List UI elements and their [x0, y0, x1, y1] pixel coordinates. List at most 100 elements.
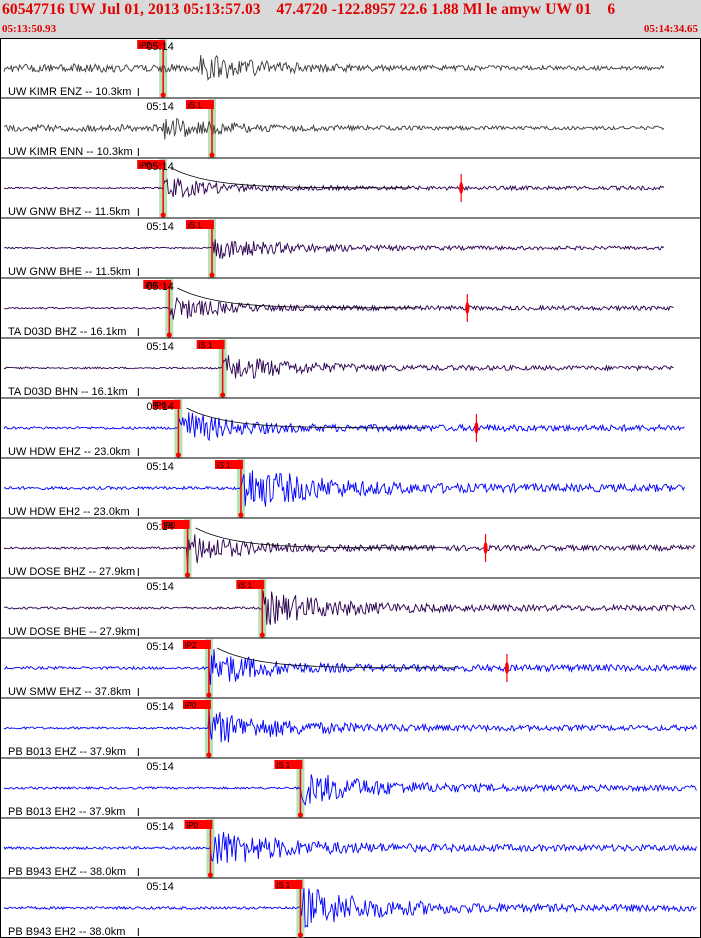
pick-dot: [185, 572, 191, 578]
channel-label: UW SMW EHZ -- 37.8km: [8, 686, 131, 698]
pick-label: iS 1: [276, 761, 290, 770]
pick-dot: [166, 332, 172, 338]
channel-label: TA D03D BHN -- 16.1km: [8, 386, 128, 398]
time-tick-label: 05:14: [146, 221, 174, 233]
waveform: [3, 534, 696, 567]
trace-10: iS 1 05:14 UW DOSE BHE -- 27.9km: [0, 579, 701, 639]
pick-dot: [238, 512, 244, 518]
channel-label: TA D03D BHZ -- 16.1km: [8, 326, 126, 338]
channel-label: UW HDW EHZ -- 23.0km: [8, 446, 130, 458]
coda-fit-curve: [195, 527, 436, 549]
event-title: 60547716 UW Jul 01, 2013 05:13:57.03 47.…: [2, 1, 616, 18]
pick-label: iS 1: [188, 221, 202, 230]
waveform: [3, 354, 674, 379]
channel-label: UW GNW BHZ -- 11.5km: [8, 206, 130, 218]
pick-label-box: [182, 700, 211, 709]
waveform: [3, 117, 665, 140]
pick-label: iP0: [154, 401, 166, 410]
waveform: [3, 831, 697, 864]
channel-label: PB B943 EH2 -- 38.0km: [8, 926, 125, 938]
time-tick-label: 05:14: [146, 701, 174, 713]
trace-6: iS 1 05:14 TA D03D BHN -- 16.1km: [0, 339, 701, 399]
pick-dot: [297, 812, 303, 818]
pick-label-box: [182, 640, 211, 649]
amplitude-marker: [483, 542, 488, 554]
trace-14: iP0 05:14 PB B943 EHZ -- 38.0km: [0, 819, 701, 879]
coda-fit-curve: [177, 287, 418, 309]
waveform: [3, 239, 665, 259]
coda-fit-curve: [171, 167, 412, 189]
time-tick-label: 05:14: [146, 581, 174, 593]
pick-label: iP2: [139, 41, 151, 50]
trace-8: iS 1 05:14 UW HDW EH2 -- 23.0km: [0, 459, 701, 519]
pick-label: iP0: [164, 521, 176, 530]
pick-label-box: [185, 220, 214, 229]
pick-label-box: [137, 160, 166, 169]
trace-13: iS 1 05:14 PB B013 EH2 -- 37.9km: [0, 759, 701, 819]
time-tick-label: 05:14: [146, 341, 174, 353]
time-tick-label: 05:14: [146, 881, 174, 893]
pick-label: iS 1: [276, 881, 290, 890]
waveform: [3, 888, 697, 929]
end-time-label: 05:14:34.65: [643, 23, 698, 35]
seismogram-panel: iP2 05:14 UW KIMR ENZ -- 10.3km iS 1 05:14 UW…: [0, 38, 701, 938]
pick-dot: [297, 932, 303, 938]
time-tick-label: 05:14: [146, 641, 174, 653]
pick-label: iS 1: [199, 341, 213, 350]
channel-label: UW KIMR ENZ -- 10.3km: [8, 86, 131, 98]
channel-label: PB B013 EHZ -- 37.9km: [8, 746, 126, 758]
pick-label-box: [152, 400, 181, 409]
channel-label: PB B013 EH2 -- 37.9km: [8, 806, 125, 818]
pick-label: iP0: [186, 821, 198, 830]
pick-label-box: [143, 280, 172, 289]
time-tick-label: 05:14: [146, 161, 174, 173]
event-header: 60547716 UW Jul 01, 2013 05:13:57.03 47.…: [0, 0, 701, 38]
channel-label: UW HDW EH2 -- 23.0km: [8, 506, 130, 518]
waveform: [3, 710, 697, 743]
pick-dot: [206, 752, 212, 758]
channel-label: UW DOSE BHZ -- 27.9km: [8, 566, 135, 578]
pick-dot: [207, 872, 213, 878]
pick-label-box: [185, 100, 214, 109]
start-time-label: 05:13:50.93: [2, 23, 57, 35]
time-tick-label: 05:14: [146, 461, 174, 473]
waveform: [3, 178, 665, 199]
waveform: [3, 412, 685, 442]
pick-dot: [175, 452, 181, 458]
pick-label-box: [236, 580, 265, 589]
time-tick-label: 05:14: [146, 281, 174, 293]
pick-label-box: [196, 340, 225, 349]
pick-label-box: [161, 520, 190, 529]
pick-label-box: [184, 820, 213, 829]
channel-label: UW GNW BHE -- 11.5km: [8, 266, 131, 278]
trace-2: iS 1 05:14 UW KIMR ENN -- 10.3km: [0, 99, 701, 159]
pick-dot: [220, 392, 226, 398]
pick-label: iP0: [139, 161, 151, 170]
pick-dot: [160, 212, 166, 218]
pick-dot: [209, 272, 215, 278]
time-tick-label: 05:14: [146, 821, 174, 833]
trace-12: iP0 05:14 PB B013 EHZ -- 37.9km: [0, 699, 701, 759]
waveform: [3, 774, 697, 807]
pick-label-box: [274, 760, 303, 769]
channel-label: PB B943 EHZ -- 38.0km: [8, 866, 126, 878]
pick-dot: [206, 692, 212, 698]
pick-label: iP2: [185, 641, 197, 650]
waveform: [3, 590, 696, 625]
pick-label-box: [274, 880, 303, 889]
time-tick-label: 05:14: [146, 401, 174, 413]
pick-label: iP0: [185, 701, 197, 710]
pick-dot: [160, 92, 166, 98]
pick-label: iS 1: [238, 581, 252, 590]
pick-label-box: [137, 40, 166, 49]
time-tick-label: 05:14: [146, 101, 174, 113]
trace-11: iP2 05:14 UW SMW EHZ -- 37.8km: [0, 639, 701, 699]
pick-label: iS 1: [188, 101, 202, 110]
pick-dot: [209, 152, 215, 158]
coda-fit-curve: [186, 407, 427, 429]
waveform: [4, 649, 697, 685]
trace-4: iS 1 05:14 UW GNW BHE -- 11.5km: [0, 219, 701, 279]
time-tick-label: 05:14: [146, 761, 174, 773]
